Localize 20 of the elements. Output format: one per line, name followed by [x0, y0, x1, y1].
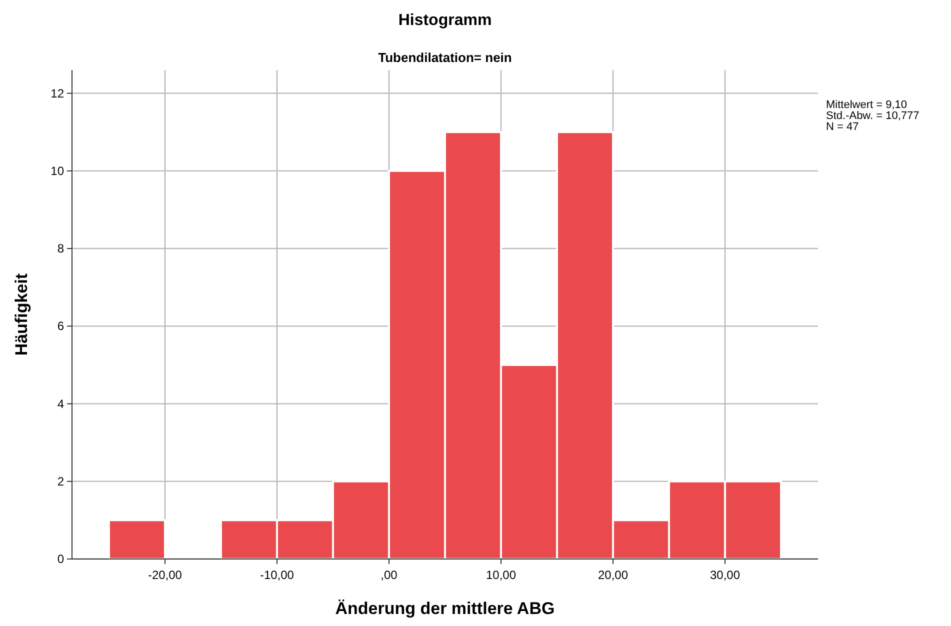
y-tick-label: 6	[57, 319, 64, 334]
y-tick-label: 12	[50, 86, 64, 100]
y-tick-label: 4	[57, 396, 64, 411]
x-tick-label: ,00	[380, 568, 398, 582]
chart-subtitle: Tubendilatation= nein	[378, 50, 512, 65]
x-tick-label: 30,00	[710, 568, 740, 582]
y-tick-label: 8	[57, 242, 64, 256]
x-tick-label: 20,00	[598, 568, 628, 582]
text: Std.-Abw. = 10,777	[826, 110, 920, 122]
y-tick-label: 0	[57, 552, 64, 566]
text: N = 47	[826, 121, 859, 133]
x-tick-label: 10,00	[486, 568, 516, 582]
x-tick-label: -10,00	[260, 568, 294, 582]
chart-title: Histogramm	[398, 12, 492, 29]
y-tick-label: 2	[57, 474, 64, 488]
x-tick-label: -20,00	[148, 568, 182, 582]
y-axis-title: Häufigkeit	[12, 273, 31, 356]
x-axis-title: Änderung der mittlere ABG	[335, 599, 555, 618]
text: Mittelwert = 9,10	[826, 99, 908, 111]
y-tick-label: 10	[50, 164, 64, 178]
